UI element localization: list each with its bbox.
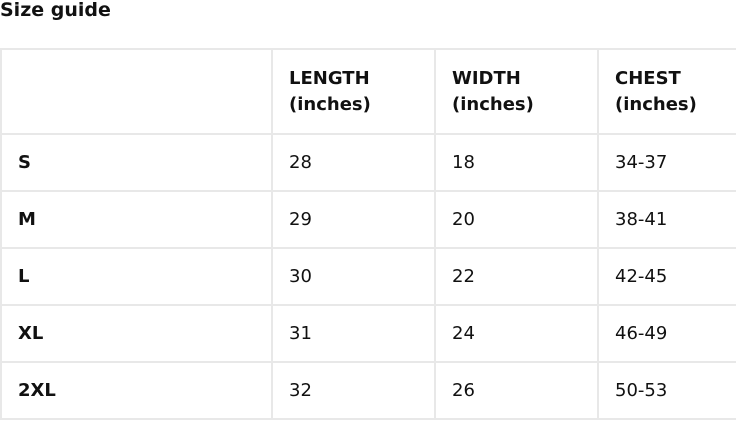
cell-length: 28 (271, 133, 436, 192)
header-size (0, 48, 273, 135)
cell-size: S (0, 133, 273, 192)
cell-width: 26 (434, 361, 599, 420)
cell-chest: 50-53 (597, 361, 736, 420)
header-width: WIDTH (inches) (434, 48, 599, 135)
table-row: XL 31 24 46-49 (0, 304, 736, 363)
cell-length: 31 (271, 304, 436, 363)
header-label: CHEST (615, 67, 681, 89)
header-row: LENGTH (inches) WIDTH (inches) CHEST (inche… (0, 48, 736, 135)
cell-size: 2XL (0, 361, 273, 420)
cell-width: 24 (434, 304, 599, 363)
cell-chest: 46-49 (597, 304, 736, 363)
header-unit: (inches) (289, 93, 371, 115)
cell-length: 30 (271, 247, 436, 306)
cell-length: 29 (271, 190, 436, 249)
table-row: L 30 22 42-45 (0, 247, 736, 306)
table-row: 2XL 32 26 50-53 (0, 361, 736, 420)
cell-width: 18 (434, 133, 599, 192)
cell-chest: 38-41 (597, 190, 736, 249)
cell-width: 20 (434, 190, 599, 249)
table-row: S 28 18 34-37 (0, 133, 736, 192)
header-length: LENGTH (inches) (271, 48, 436, 135)
page-title: Size guide (0, 0, 111, 21)
header-chest: CHEST (inches) (597, 48, 736, 135)
cell-width: 22 (434, 247, 599, 306)
cell-size: XL (0, 304, 273, 363)
cell-chest: 34-37 (597, 133, 736, 192)
cell-size: M (0, 190, 273, 249)
header-label: WIDTH (452, 67, 521, 89)
header-unit: (inches) (452, 93, 534, 115)
cell-length: 32 (271, 361, 436, 420)
table-row: M 29 20 38-41 (0, 190, 736, 249)
header-label: LENGTH (289, 67, 370, 89)
size-guide-table: LENGTH (inches) WIDTH (inches) CHEST (inche… (0, 48, 736, 420)
cell-size: L (0, 247, 273, 306)
header-unit: (inches) (615, 93, 697, 115)
cell-chest: 42-45 (597, 247, 736, 306)
